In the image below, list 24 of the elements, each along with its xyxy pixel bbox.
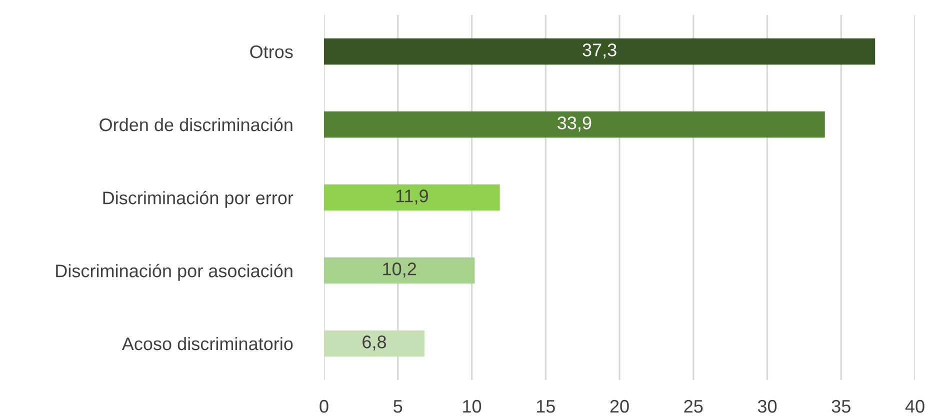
data-label: 6,8 [362, 336, 386, 350]
x-tick-label: 10 [463, 400, 482, 413]
data-label: 10,2 [383, 262, 416, 278]
x-tick-label: 40 [905, 400, 924, 413]
x-tick-label: 35 [832, 400, 850, 413]
bar [324, 257, 475, 284]
x-tick-label: 15 [536, 400, 555, 413]
x-tick-label: 25 [684, 400, 703, 413]
data-label: 11,9 [396, 190, 428, 204]
y-tick-label: Otros [250, 45, 293, 58]
bar [324, 330, 424, 357]
data-label: 33,9 [558, 116, 592, 132]
bar [324, 38, 876, 65]
bar [324, 111, 825, 138]
x-tick-label: 30 [758, 400, 777, 413]
data-label: 37,3 [582, 44, 616, 58]
y-tick-label: Orden de discriminación [100, 118, 292, 132]
y-tick-label: Acoso discriminatorio [122, 336, 293, 350]
y-tick-label: Discriminación por asociación [56, 264, 292, 281]
x-tick-label: 5 [394, 400, 402, 413]
y-tick-label: Discriminación por error [103, 190, 294, 208]
x-tick-label: 0 [320, 400, 328, 413]
x-tick-label: 20 [610, 400, 629, 413]
bar [324, 184, 500, 211]
